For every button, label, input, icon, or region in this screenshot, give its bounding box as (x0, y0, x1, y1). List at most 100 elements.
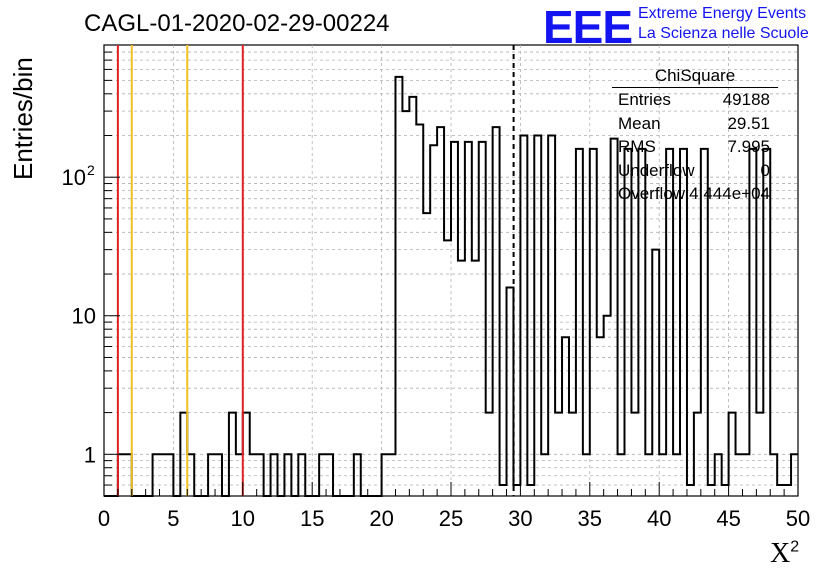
histogram-bin (486, 413, 493, 496)
x-axis-label: X2 (770, 538, 799, 570)
histogram-bin (527, 485, 534, 496)
histogram-bin (326, 454, 333, 496)
histogram-bin (569, 413, 576, 496)
histogram-bin (631, 413, 638, 496)
histogram-bin (479, 142, 486, 496)
histogram-bin (215, 454, 222, 496)
histogram-bin (465, 142, 472, 496)
histogram-bin (250, 454, 257, 496)
histogram-bars (104, 75, 798, 497)
x-tick-label: 45 (716, 506, 740, 531)
histogram-outline (104, 75, 798, 497)
histogram-bin (354, 454, 361, 496)
histogram-bin (729, 413, 736, 496)
histogram-bin (271, 454, 278, 496)
stats-box: ChiSquare Entries 49188 Mean 29.51 RMS 7.99… (612, 66, 778, 208)
histogram-bin (590, 149, 597, 496)
histogram-bin (548, 135, 555, 496)
histogram-bin (736, 454, 743, 496)
histogram-bin (604, 316, 611, 496)
stats-value: 0 (760, 160, 770, 180)
x-tick-label: 50 (786, 506, 810, 531)
histogram-bin (125, 454, 132, 496)
x-tick-label: 35 (578, 506, 602, 531)
histogram-bin (236, 454, 243, 496)
x-axis-label-text: X (770, 538, 791, 569)
histogram-bin (500, 485, 507, 496)
histogram-bin (583, 454, 590, 496)
histogram-bin (777, 485, 784, 496)
stats-value: 49188 (722, 90, 770, 109)
histogram-bin (791, 454, 798, 496)
stats-key: Mean (618, 113, 661, 133)
histogram-bin (645, 454, 652, 496)
stats-key: RMS (618, 137, 656, 156)
stats-key: Entries (618, 90, 671, 109)
histogram-bin (243, 413, 250, 496)
histogram-bin (451, 142, 458, 496)
histogram-bin (756, 413, 763, 496)
y-axis-label: Entries/bin (8, 57, 38, 180)
histogram-bin (673, 454, 680, 496)
stats-row: Underflow 0 (612, 161, 778, 185)
histogram-bin (576, 149, 583, 496)
eee-logo: EEE (543, 1, 633, 53)
histogram-bin (187, 454, 194, 496)
histogram-bin (229, 413, 236, 496)
histogram-bin (423, 213, 430, 496)
logo-subtitle-2: La Scienza nelle Scuole (638, 25, 809, 42)
stats-row: Mean 29.51 (612, 114, 778, 138)
histogram-bin (618, 454, 625, 496)
histogram-bin (520, 135, 527, 496)
histogram-bin (742, 454, 749, 496)
x-tick-label: 10 (231, 506, 255, 531)
histogram-bin (382, 454, 389, 496)
stats-title: ChiSquare (612, 66, 778, 88)
histogram-bin (319, 454, 326, 496)
histogram-bin (541, 454, 548, 496)
stats-value: 29.51 (727, 113, 770, 133)
stats-key: Underflow (618, 160, 695, 180)
stats-value: 7.995 (727, 137, 770, 156)
stats-row: Overflow 4.444e+04 (612, 184, 778, 208)
chart-title: CAGL-01-2020-02-29-00224 (84, 10, 390, 37)
stats-key: Overflow (618, 184, 686, 203)
reference-lines (116, 45, 515, 496)
y-tick-label-sup: 2 (87, 162, 95, 178)
histogram-bin (257, 454, 264, 496)
logo-subtitle-1: Extreme Energy Events (638, 5, 807, 22)
histogram-bin (180, 413, 187, 496)
histogram-bin (555, 413, 562, 496)
histogram-bin (507, 287, 514, 496)
x-tick-label: 0 (98, 506, 110, 531)
y-tick-label: 10 (62, 165, 86, 190)
stats-value: 4.444e+04 (689, 184, 770, 203)
histogram-bin (166, 454, 173, 496)
x-axis-label-sup: 2 (790, 538, 800, 556)
plot-frame (103, 44, 799, 497)
histogram-bin (160, 454, 167, 496)
histogram-bin (687, 485, 694, 496)
histogram-bin (430, 145, 437, 496)
histogram-bin (493, 127, 500, 496)
grid (104, 45, 798, 496)
histogram-bin (437, 127, 444, 496)
stats-row: RMS 7.995 (612, 137, 778, 161)
x-tick-label: 15 (300, 506, 324, 531)
x-tick-label: 5 (167, 506, 179, 531)
histogram-bin (416, 125, 423, 496)
histogram-bin (153, 454, 160, 496)
histogram-bin (694, 413, 701, 496)
histogram-bin (652, 250, 659, 496)
y-tick-label: 1 (84, 442, 96, 467)
y-axis-label-wrap: Entries/bin (8, 40, 38, 200)
x-tick-label: 30 (508, 506, 532, 531)
histogram-bin (534, 135, 541, 496)
histogram-bin (389, 454, 396, 496)
histogram-bin (458, 261, 465, 496)
x-tick-label: 20 (369, 506, 393, 531)
histogram-bin (715, 454, 722, 496)
histogram-bin (472, 261, 479, 496)
